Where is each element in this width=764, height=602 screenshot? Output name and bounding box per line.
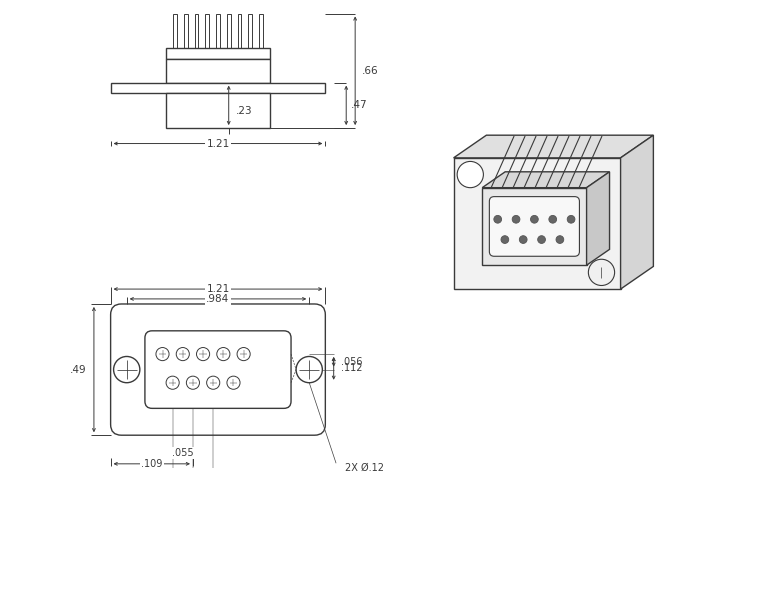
Circle shape bbox=[156, 347, 169, 361]
Text: 1.21: 1.21 bbox=[206, 138, 230, 149]
Circle shape bbox=[538, 236, 545, 243]
Circle shape bbox=[186, 376, 199, 389]
Circle shape bbox=[588, 259, 614, 285]
Text: .66: .66 bbox=[362, 66, 379, 76]
Circle shape bbox=[227, 376, 240, 389]
Polygon shape bbox=[454, 135, 653, 158]
Polygon shape bbox=[587, 172, 610, 265]
Text: .49: .49 bbox=[70, 365, 87, 374]
Text: .055: .055 bbox=[172, 448, 193, 458]
Bar bbox=[184, 13, 187, 48]
Polygon shape bbox=[454, 158, 620, 289]
Circle shape bbox=[512, 216, 520, 223]
Circle shape bbox=[556, 236, 564, 243]
Circle shape bbox=[501, 236, 509, 243]
Text: .47: .47 bbox=[351, 101, 367, 110]
Bar bbox=[166, 93, 270, 128]
FancyBboxPatch shape bbox=[490, 197, 579, 256]
Text: 1.21: 1.21 bbox=[206, 284, 230, 294]
Text: .23: .23 bbox=[236, 107, 252, 116]
Bar bbox=[259, 13, 263, 48]
Circle shape bbox=[296, 356, 322, 383]
Circle shape bbox=[530, 216, 539, 223]
Circle shape bbox=[166, 376, 180, 389]
Text: .109: .109 bbox=[141, 459, 163, 469]
Text: .112: .112 bbox=[341, 364, 362, 373]
Bar bbox=[206, 13, 209, 48]
Text: .984: .984 bbox=[206, 294, 230, 304]
Circle shape bbox=[237, 347, 250, 361]
Bar bbox=[216, 13, 220, 48]
Bar bbox=[111, 82, 325, 93]
Circle shape bbox=[494, 216, 502, 223]
FancyBboxPatch shape bbox=[111, 304, 325, 435]
Bar bbox=[166, 59, 270, 82]
Circle shape bbox=[567, 216, 575, 223]
Circle shape bbox=[520, 236, 527, 243]
Bar bbox=[195, 13, 199, 48]
Circle shape bbox=[196, 347, 209, 361]
Bar bbox=[173, 13, 176, 48]
Circle shape bbox=[176, 347, 189, 361]
Bar bbox=[166, 48, 270, 59]
Bar bbox=[227, 13, 231, 48]
Bar bbox=[248, 13, 252, 48]
Circle shape bbox=[549, 216, 557, 223]
Polygon shape bbox=[482, 188, 587, 265]
Circle shape bbox=[217, 347, 230, 361]
Text: 2X Ø.12: 2X Ø.12 bbox=[345, 463, 384, 473]
Circle shape bbox=[114, 356, 140, 383]
Polygon shape bbox=[620, 135, 653, 289]
Polygon shape bbox=[482, 172, 610, 188]
FancyBboxPatch shape bbox=[145, 331, 291, 408]
Circle shape bbox=[457, 161, 484, 188]
Text: .056: .056 bbox=[341, 357, 362, 367]
Bar bbox=[238, 13, 241, 48]
Circle shape bbox=[206, 376, 220, 389]
